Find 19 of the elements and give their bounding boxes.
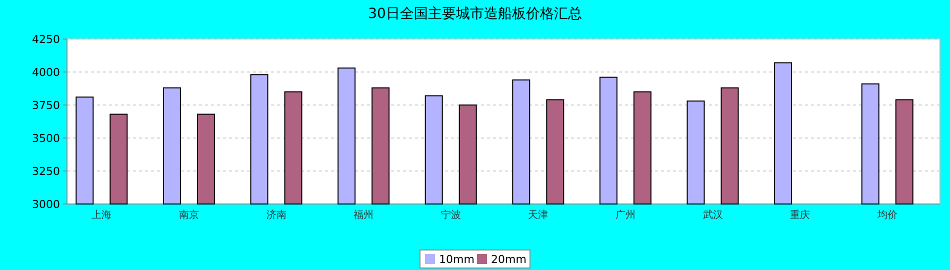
x-tick-label: 南京 [178,209,199,221]
legend-label: 20mm [491,253,526,266]
y-tick-label: 4250 [32,33,60,46]
legend-label: 10mm [439,253,474,266]
x-tick-label: 上海 [92,209,112,221]
x-tick-label: 济南 [266,209,286,221]
x-tick-label: 均价 [876,209,898,221]
y-tick-label: 3500 [32,132,60,145]
y-tick-label: 4000 [32,66,60,79]
chart-title: 30日全国主要城市造船板价格汇总 [368,6,582,22]
y-tick-label: 3250 [32,165,60,178]
y-tick-label: 3750 [32,99,60,112]
x-tick-label: 宁波 [440,209,461,221]
x-tick-label: 天津 [528,209,548,221]
x-tick-label: 武汉 [702,209,723,221]
x-tick-label: 广州 [615,209,636,221]
x-tick-label: 重庆 [790,209,810,221]
x-tick-label: 福州 [354,209,374,221]
y-tick-label: 3000 [32,198,60,211]
